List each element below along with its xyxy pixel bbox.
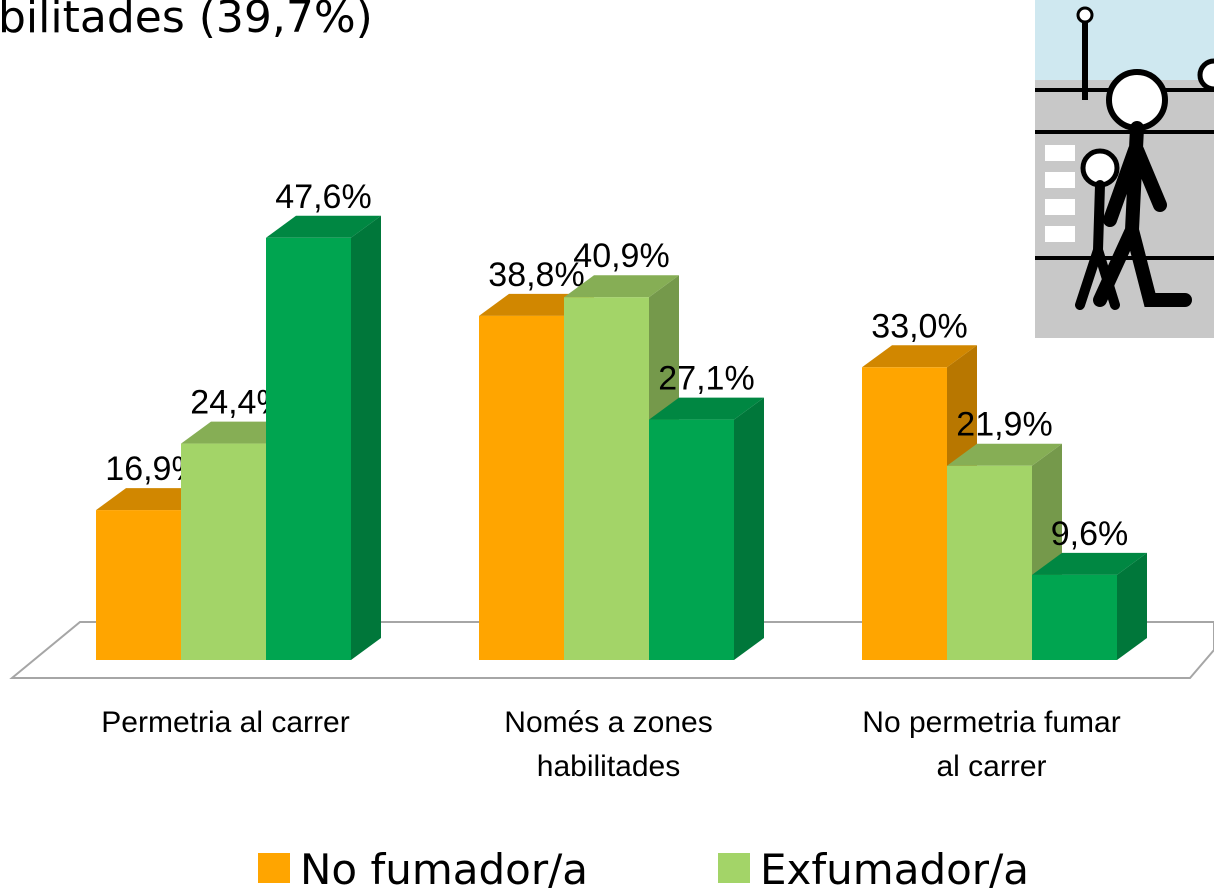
value-label: 21,9% [956, 406, 1052, 444]
bar-side [1117, 552, 1147, 660]
bar-front [96, 510, 181, 660]
bar-front [181, 443, 266, 660]
value-label: 40,9% [573, 237, 669, 275]
x-tick-label: Permetria al carrer [101, 706, 349, 739]
value-label: 33,0% [871, 307, 967, 345]
value-label: 9,6% [1051, 515, 1129, 553]
bar-side [734, 397, 764, 660]
legend-swatch [258, 853, 290, 883]
bar-top [649, 397, 764, 420]
bar-front [266, 237, 351, 660]
legend-swatch [718, 853, 750, 883]
bar-front [479, 315, 564, 660]
bar [266, 215, 381, 660]
bar-top [947, 443, 1062, 466]
value-label: 27,1% [658, 360, 754, 398]
illustration [1035, 0, 1214, 338]
bar-front [1032, 574, 1117, 660]
value-label: 38,8% [488, 256, 584, 294]
bar-front [862, 367, 947, 660]
bar-side [351, 215, 381, 660]
x-tick-label: Només a zones habilitades [504, 706, 712, 783]
bar-top [862, 345, 977, 368]
bar-top [564, 275, 679, 298]
bar-front [649, 419, 734, 660]
bar [649, 397, 764, 660]
bar [1032, 552, 1147, 660]
bar-front [564, 297, 649, 660]
legend-label: Exfumador/a [760, 845, 1029, 894]
legend-label: No fumador/a [300, 845, 588, 894]
value-label: 47,6% [275, 178, 371, 216]
x-tick-label: No permetria fumar al carrer [862, 706, 1120, 783]
chart-title: bilitades (39,7%) [0, 0, 373, 43]
bar-front [947, 465, 1032, 660]
bar-top [266, 215, 381, 238]
bar-top [1032, 552, 1147, 575]
